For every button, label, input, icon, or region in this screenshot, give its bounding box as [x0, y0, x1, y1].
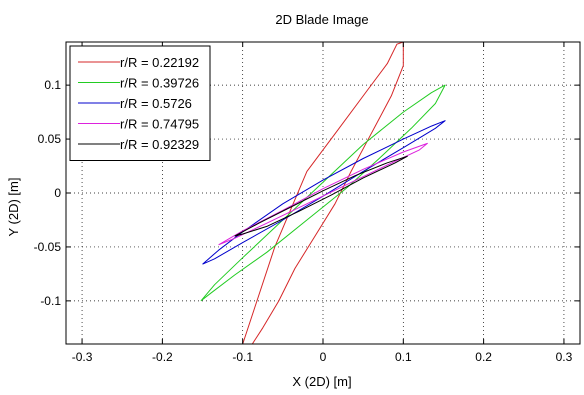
legend-label-1: r/R = 0.39726	[120, 76, 199, 91]
legend: r/R = 0.22192 r/R = 0.39726 r/R = 0.5726 r/…	[69, 45, 211, 161]
legend-label-2: r/R = 0.5726	[120, 96, 192, 111]
x-tick-label: -0.1	[232, 350, 253, 364]
x-axis-label: X (2D) [m]	[292, 374, 351, 389]
legend-label-0: r/R = 0.22192	[120, 55, 199, 70]
x-tick-label: -0.2	[152, 350, 173, 364]
legend-label-4: r/R = 0.92329	[120, 137, 199, 152]
legend-label-3: r/R = 0.74795	[120, 117, 199, 132]
x-tick-label: -0.3	[72, 350, 93, 364]
y-tick-label: 0.1	[44, 78, 61, 92]
series-lines	[200, 42, 446, 344]
y-axis-label: Y (2D) [m]	[6, 178, 21, 237]
y-tick-label: -0.05	[34, 240, 62, 254]
series-line-3	[218, 142, 428, 246]
grid-lines	[66, 42, 580, 344]
axes	[65, 41, 581, 345]
series-line-1	[200, 84, 446, 302]
x-tick-label: 0.2	[475, 350, 492, 364]
series-line-2	[202, 120, 446, 265]
y-tick-label: 0.05	[38, 132, 62, 146]
series-line-0	[242, 42, 404, 344]
chart-title: 2D Blade Image	[275, 12, 368, 27]
y-tick-label: 0	[54, 186, 61, 200]
y-tick-label: -0.1	[40, 294, 61, 308]
x-tick-label: 0	[320, 350, 327, 364]
x-tick-label: 0.1	[395, 350, 412, 364]
tick-labels: -0.3 -0.2 -0.1 0 0.1 0.2 0.3 -0.1 -0.05 0 0.05 0.1	[34, 78, 573, 364]
x-tick-label: 0.3	[556, 350, 573, 364]
series-line-4	[234, 155, 408, 237]
